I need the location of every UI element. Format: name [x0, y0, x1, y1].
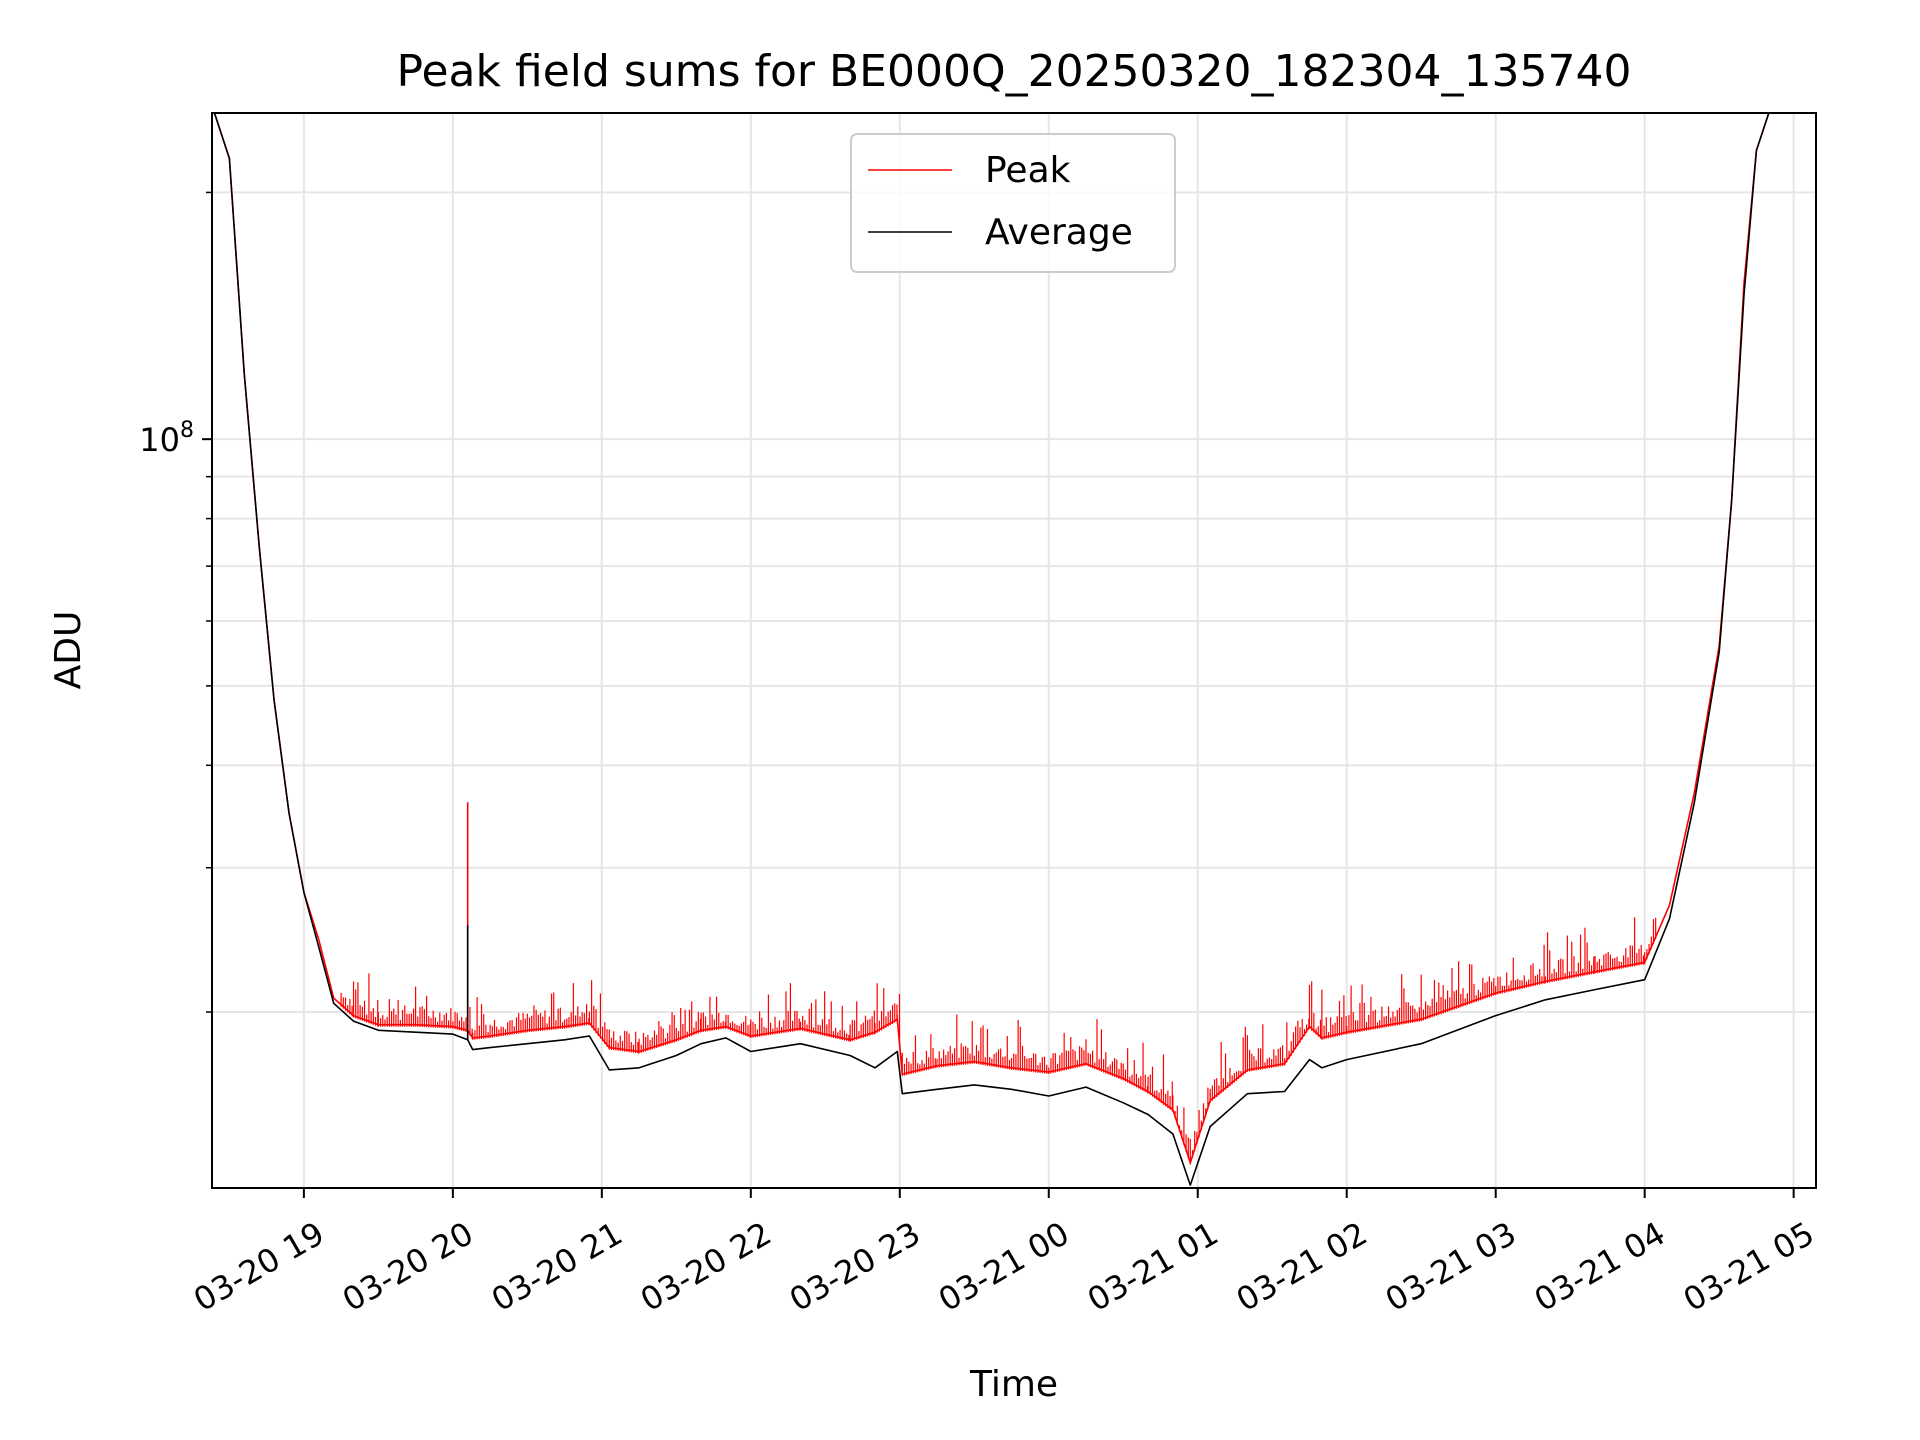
x-axis: 03-20 19 03-20 20 03-20 21 03-20 22 03-20 23…: [187, 1188, 1820, 1319]
series-layer: [213, 113, 1770, 1186]
x-tick-label: 03-21 05: [1677, 1214, 1821, 1319]
peak-noise-spikes: [340, 917, 1657, 1165]
chart-title: Peak field sums for BE000Q_20250320_1823…: [397, 46, 1632, 97]
x-tick-label: 03-20 22: [634, 1214, 778, 1319]
x-tick-label: 03-20 19: [187, 1214, 331, 1319]
series-peak-line: [213, 113, 1770, 1164]
legend: Peak Average: [850, 133, 1176, 273]
x-tick-label: 03-20 21: [485, 1214, 629, 1319]
plot-frame: [211, 112, 1817, 1189]
y-axis: 108: [139, 191, 212, 1013]
y-axis-label: ADU: [48, 611, 89, 690]
x-tick-label: 03-21 04: [1528, 1214, 1672, 1319]
x-tick-label: 03-21 00: [932, 1214, 1076, 1319]
x-tick-label: 03-20 23: [783, 1214, 927, 1319]
legend-label-average: Average: [985, 212, 1133, 253]
x-tick-label: 03-21 03: [1379, 1214, 1523, 1319]
legend-box: [850, 133, 1176, 273]
x-tick-label: 03-21 01: [1081, 1214, 1225, 1319]
x-axis-label: Time: [969, 1364, 1058, 1405]
y-tick-label: 108: [139, 418, 194, 459]
grid-lines: [212, 113, 1816, 1188]
x-tick-label: 03-20 20: [336, 1214, 480, 1319]
legend-label-peak: Peak: [985, 150, 1071, 191]
series-average-line: [213, 113, 1770, 1186]
x-tick-label: 03-21 02: [1230, 1214, 1374, 1319]
